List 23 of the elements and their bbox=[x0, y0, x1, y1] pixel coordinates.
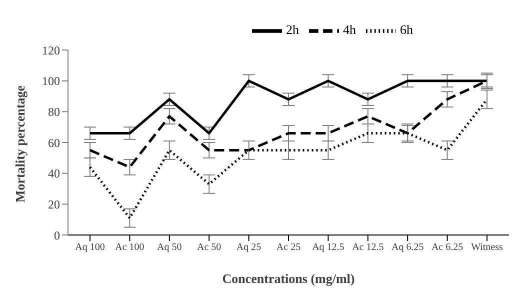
legend-label: 6h bbox=[400, 22, 413, 37]
y-tick-label: 40 bbox=[48, 166, 60, 181]
x-tick-label: Aq 50 bbox=[157, 242, 182, 254]
y-tick-label: 100 bbox=[42, 74, 60, 88]
x-tick-label: Ac 50 bbox=[197, 242, 222, 254]
y-tick-label: 80 bbox=[48, 104, 60, 119]
x-tick-label: Aq 6.25 bbox=[391, 242, 424, 254]
y-axis-title: Mortality percentage bbox=[12, 85, 28, 202]
y-tick-label: 20 bbox=[48, 197, 60, 212]
legend-label: 2h bbox=[286, 22, 299, 37]
x-axis-title: Concentrations (mg/ml) bbox=[222, 271, 355, 286]
x-tick-label: Aq 12.5 bbox=[312, 242, 344, 254]
x-tick-label: Ac 100 bbox=[115, 242, 144, 254]
x-tick-label: Ac 25 bbox=[276, 242, 301, 254]
x-tick-label: Ac 6.25 bbox=[431, 242, 464, 254]
y-tick-label: 0 bbox=[54, 228, 60, 242]
legend-label: 4h bbox=[343, 22, 356, 37]
y-tick-label: 120 bbox=[42, 43, 60, 58]
x-tick-label: Aq 25 bbox=[236, 242, 262, 254]
x-tick-label: Witness bbox=[471, 242, 504, 254]
x-tick-label: Aq 100 bbox=[75, 242, 105, 254]
y-tick-label: 60 bbox=[48, 136, 60, 150]
x-tick-label: Ac 12.5 bbox=[352, 242, 384, 254]
